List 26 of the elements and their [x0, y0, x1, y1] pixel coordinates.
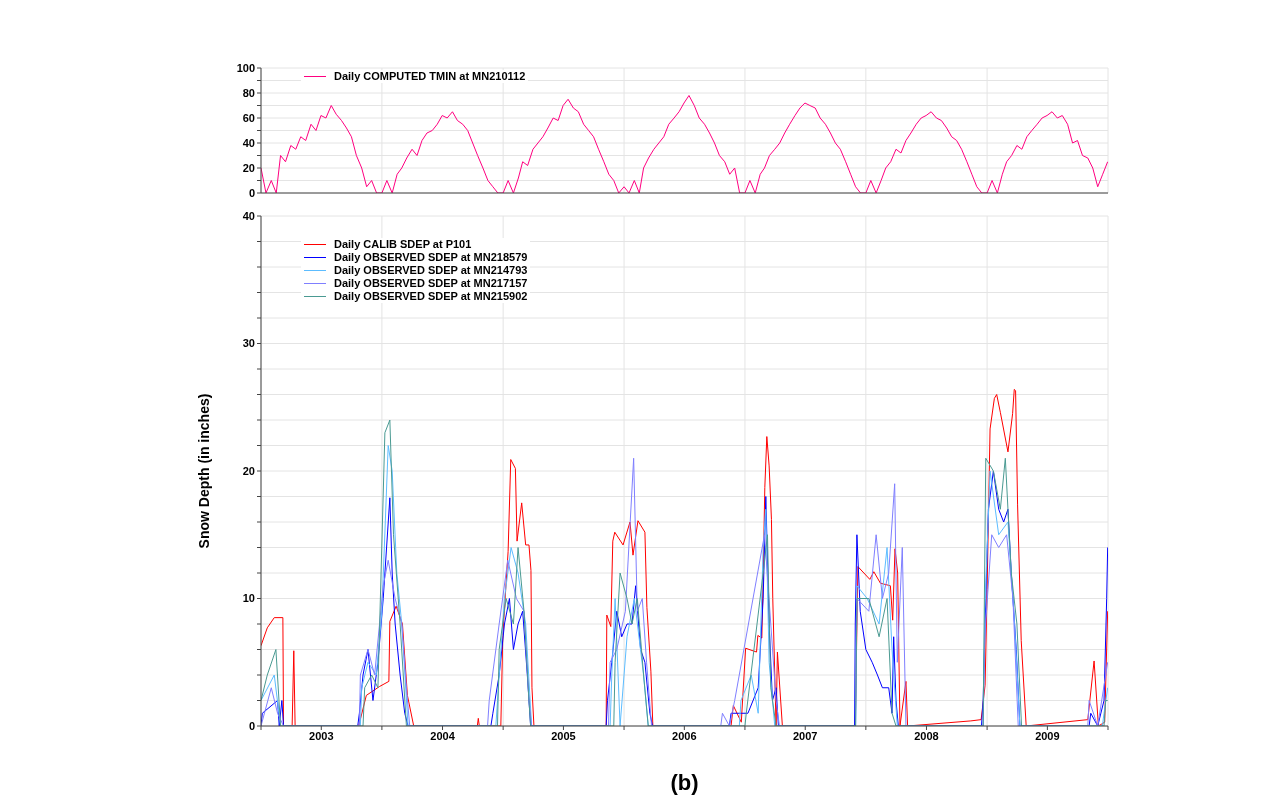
y-tick-label: 20	[242, 464, 255, 477]
y-tick-label: 60	[242, 111, 255, 124]
legend-label: Daily OBSERVED SDEP at MN215902	[334, 290, 528, 303]
legend-label: Daily OBSERVED SDEP at MN217157	[334, 277, 528, 290]
x-tick-label: 2009	[1035, 729, 1060, 742]
y-axis-title: Snow Depth (in inches)	[195, 393, 212, 549]
legend-label: Daily COMPUTED TMIN at MN210112	[334, 70, 526, 83]
x-tick-label: 2003	[309, 729, 334, 742]
y-tick-label: 40	[242, 136, 255, 149]
x-tick-label: 2008	[914, 729, 939, 742]
x-tick-label: 2005	[551, 729, 576, 742]
x-tick-label: 2007	[793, 729, 818, 742]
legend-label: Daily CALIB SDEP at P101	[334, 238, 472, 251]
y-tick-label: 80	[242, 86, 255, 99]
y-tick-label: 20	[242, 161, 255, 174]
text: (b)	[669, 770, 700, 796]
y-tick-label: 0	[248, 186, 255, 199]
legend-label: Daily OBSERVED SDEP at MN214793	[334, 264, 528, 277]
x-tick-label: 2006	[672, 729, 697, 742]
x-tick-label: 2004	[430, 729, 456, 742]
y-tick-label: 10	[242, 592, 255, 605]
y-tick-label: 100	[236, 61, 255, 74]
y-tick-label: 0	[248, 719, 255, 732]
y-tick-label: 40	[242, 209, 255, 222]
y-tick-label: 30	[242, 337, 255, 350]
legend-label: Daily OBSERVED SDEP at MN218579	[334, 251, 528, 264]
